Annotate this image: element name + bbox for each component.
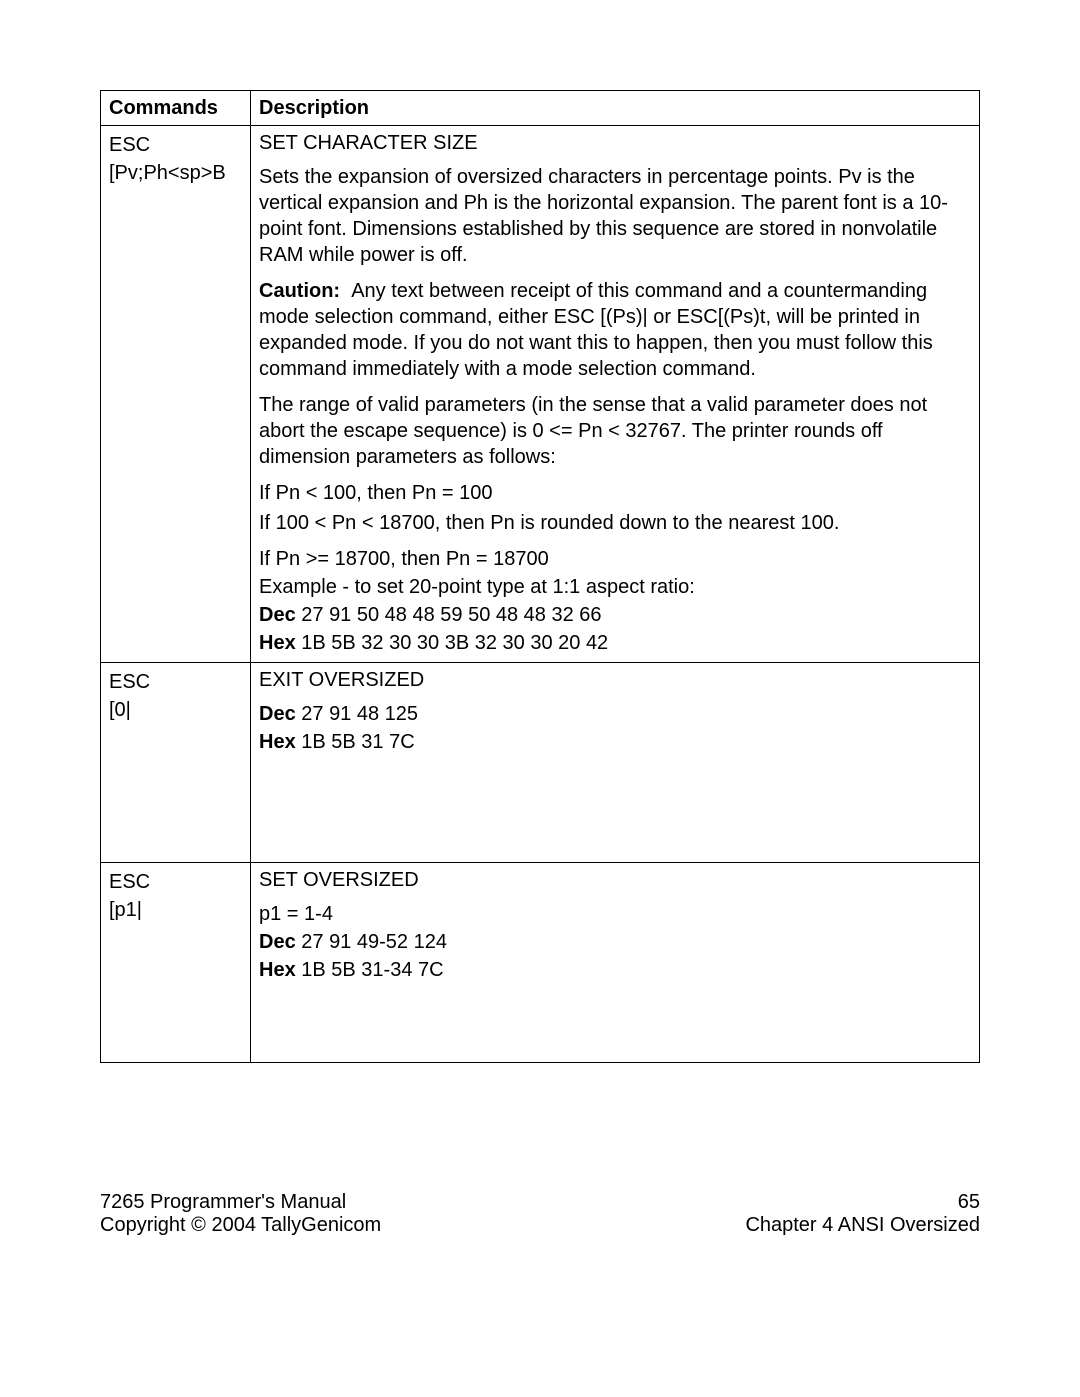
dec-line: Dec 27 91 49-52 124	[259, 929, 971, 955]
table-row: ESC [0| EXIT OVERSIZED Dec 27 91 48 125 …	[101, 663, 980, 863]
footer-left-1: 7265 Programmer's Manual	[100, 1191, 346, 1214]
dec-line: Dec 27 91 50 48 48 59 50 48 48 32 66	[259, 602, 971, 628]
rule-line: If 100 < Pn < 18700, then Pn is rounded …	[259, 510, 971, 536]
rule-line: If Pn < 100, then Pn = 100	[259, 480, 971, 506]
footer-row-1: 7265 Programmer's Manual 65	[100, 1191, 980, 1214]
table-row: ESC [Pv;Ph<sp>B SET CHARACTER SIZE Sets …	[101, 126, 980, 663]
dec-label: Dec	[259, 703, 296, 725]
cmd-line1: ESC	[109, 132, 242, 158]
table-header-row: Commands Description	[101, 91, 980, 126]
hex-line: Hex 1B 5B 31 7C	[259, 729, 971, 755]
example-line: Example - to set 20-point type at 1:1 as…	[259, 574, 971, 600]
dec-value: 27 91 49-52 124	[296, 931, 447, 953]
cmd-line2: [p1|	[109, 897, 242, 923]
hex-value: 1B 5B 31 7C	[296, 731, 415, 753]
footer-row-2: Copyright © 2004 TallyGenicom Chapter 4 …	[100, 1214, 980, 1237]
hex-value: 1B 5B 31-34 7C	[296, 959, 444, 981]
dec-line: Dec 27 91 48 125	[259, 701, 971, 727]
description-cell: SET CHARACTER SIZE Sets the expansion of…	[251, 126, 980, 663]
command-cell: ESC [Pv;Ph<sp>B	[101, 126, 251, 663]
cmd-title: SET CHARACTER SIZE	[259, 130, 971, 156]
header-commands: Commands	[101, 91, 251, 126]
dec-label: Dec	[259, 931, 296, 953]
commands-table: Commands Description ESC [Pv;Ph<sp>B SET…	[100, 90, 980, 1063]
cmd-line2: [0|	[109, 697, 242, 723]
hex-line: Hex 1B 5B 32 30 30 3B 32 30 30 20 42	[259, 630, 971, 656]
hex-value: 1B 5B 32 30 30 3B 32 30 30 20 42	[296, 632, 608, 654]
hex-line: Hex 1B 5B 31-34 7C	[259, 957, 971, 983]
hex-label: Hex	[259, 959, 296, 981]
cmd-line1: ESC	[109, 869, 242, 895]
page: Commands Description ESC [Pv;Ph<sp>B SET…	[0, 0, 1080, 1397]
cmd-line2: [Pv;Ph<sp>B	[109, 160, 242, 186]
page-footer: 7265 Programmer's Manual 65 Copyright © …	[100, 1191, 980, 1237]
rule-line: If Pn >= 18700, then Pn = 18700	[259, 546, 971, 572]
caution-label: Caution:	[259, 280, 340, 302]
command-cell: ESC [0|	[101, 663, 251, 863]
description-cell: EXIT OVERSIZED Dec 27 91 48 125 Hex 1B 5…	[251, 663, 980, 863]
hex-label: Hex	[259, 632, 296, 654]
table-row: ESC [p1| SET OVERSIZED p1 = 1-4 Dec 27 9…	[101, 863, 980, 1063]
footer-chapter: Chapter 4 ANSI Oversized	[745, 1214, 980, 1237]
desc-paragraph: The range of valid parameters (in the se…	[259, 392, 971, 470]
footer-page-number: 65	[958, 1191, 980, 1214]
desc-paragraph: Sets the expansion of oversized characte…	[259, 164, 971, 268]
description-cell: SET OVERSIZED p1 = 1-4 Dec 27 91 49-52 1…	[251, 863, 980, 1063]
command-cell: ESC [p1|	[101, 863, 251, 1063]
footer-left-2: Copyright © 2004 TallyGenicom	[100, 1214, 381, 1237]
header-description: Description	[251, 91, 980, 126]
p1-line: p1 = 1-4	[259, 901, 971, 927]
caution-paragraph: Caution: Any text between receipt of thi…	[259, 278, 971, 382]
dec-label: Dec	[259, 604, 296, 626]
dec-value: 27 91 48 125	[296, 703, 418, 725]
hex-label: Hex	[259, 731, 296, 753]
cmd-line1: ESC	[109, 669, 242, 695]
cmd-title: EXIT OVERSIZED	[259, 667, 971, 693]
dec-value: 27 91 50 48 48 59 50 48 48 32 66	[296, 604, 602, 626]
cmd-title: SET OVERSIZED	[259, 867, 971, 893]
caution-body: Any text between receipt of this command…	[259, 280, 933, 380]
